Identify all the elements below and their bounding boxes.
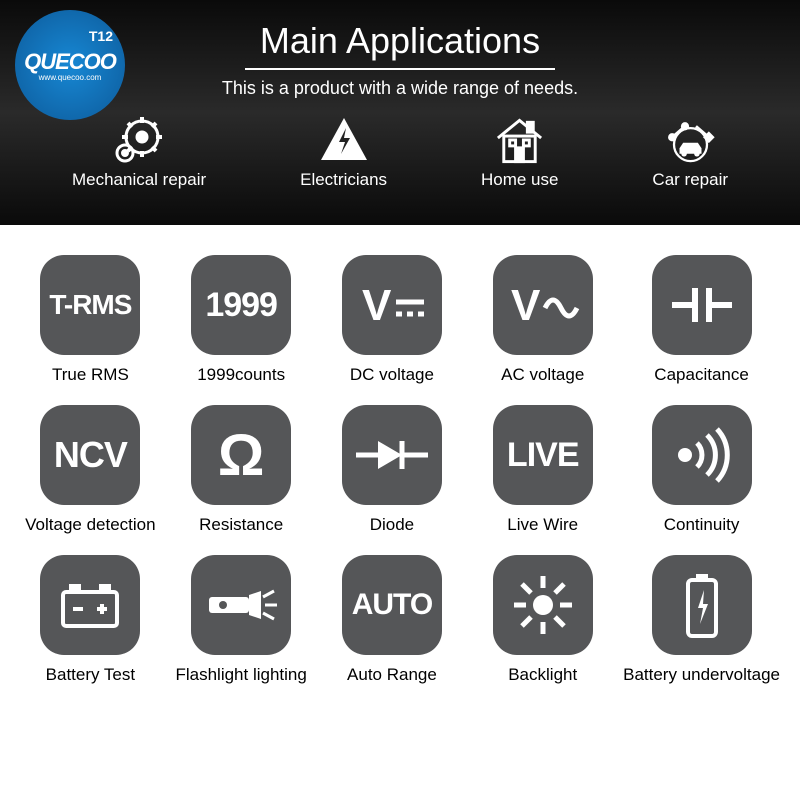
house-icon [492,114,547,166]
feature-label: Diode [370,515,414,535]
feature-dcv: V DC voltage [322,255,463,385]
feature-continuity: Continuity [623,405,780,535]
feature-resistance: Ω Resistance [171,405,312,535]
feature-label: AC voltage [501,365,584,385]
sound-icon [652,405,752,505]
features-grid: T-RMS True RMS 1999 1999counts V DC volt… [0,225,800,705]
vdc-icon: V [342,255,442,355]
feature-label: Continuity [664,515,740,535]
omega-icon: Ω [191,405,291,505]
ncv-icon: NCV [40,405,140,505]
gear-icon [112,114,167,166]
app-car: Car repair [652,114,728,190]
app-electricians: Electricians [300,114,387,190]
feature-label: Battery undervoltage [623,665,780,685]
logo-brand: QUECOO [24,49,116,75]
diode-icon [342,405,442,505]
car-battery-icon [40,555,140,655]
feature-ncv: NCV Voltage detection [20,405,161,535]
feature-diode: Diode [322,405,463,535]
live-icon: LIVE [493,405,593,505]
feature-flashlight: Flashlight lighting [171,555,312,685]
feature-label: Capacitance [654,365,749,385]
brightness-icon [493,555,593,655]
feature-label: True RMS [52,365,129,385]
feature-backlight: Backlight [472,555,613,685]
feature-live: LIVE Live Wire [472,405,613,535]
app-label: Electricians [300,170,387,190]
app-label: Home use [481,170,558,190]
feature-cap: Capacitance [623,255,780,385]
trms-icon: T-RMS [40,255,140,355]
feature-undervoltage: Battery undervoltage [623,555,780,685]
feature-auto: AUTO Auto Range [322,555,463,685]
brand-logo: T12 QUECOO www.quecoo.com [15,10,125,120]
auto-icon: AUTO [342,555,442,655]
svg-text:V: V [362,281,392,330]
feature-label: 1999counts [197,365,285,385]
feature-label: Live Wire [507,515,578,535]
app-mechanical: Mechanical repair [72,114,206,190]
applications-row: Mechanical repair Electricians [0,114,800,190]
low-battery-icon [652,555,752,655]
logo-url: www.quecoo.com [39,73,102,82]
svg-text:V: V [511,281,541,330]
app-label: Mechanical repair [72,170,206,190]
flashlight-icon [191,555,291,655]
feature-label: DC voltage [350,365,434,385]
app-label: Car repair [652,170,728,190]
feature-label: Resistance [199,515,283,535]
feature-label: Voltage detection [25,515,155,535]
logo-tag: T12 [89,28,113,44]
vac-icon: V [493,255,593,355]
header-banner: T12 QUECOO www.quecoo.com Main Applicati… [0,0,800,225]
feature-trms: T-RMS True RMS [20,255,161,385]
counts-icon: 1999 [191,255,291,355]
bolt-triangle-icon [316,114,371,166]
feature-acv: V AC voltage [472,255,613,385]
capacitor-icon [652,255,752,355]
feature-counts: 1999 1999counts [171,255,312,385]
feature-label: Flashlight lighting [175,665,306,685]
feature-battery-test: Battery Test [20,555,161,685]
feature-label: Battery Test [46,665,135,685]
car-tools-icon [663,114,718,166]
title-underline [245,68,555,70]
feature-label: Auto Range [347,665,437,685]
feature-label: Backlight [508,665,577,685]
app-home: Home use [481,114,558,190]
